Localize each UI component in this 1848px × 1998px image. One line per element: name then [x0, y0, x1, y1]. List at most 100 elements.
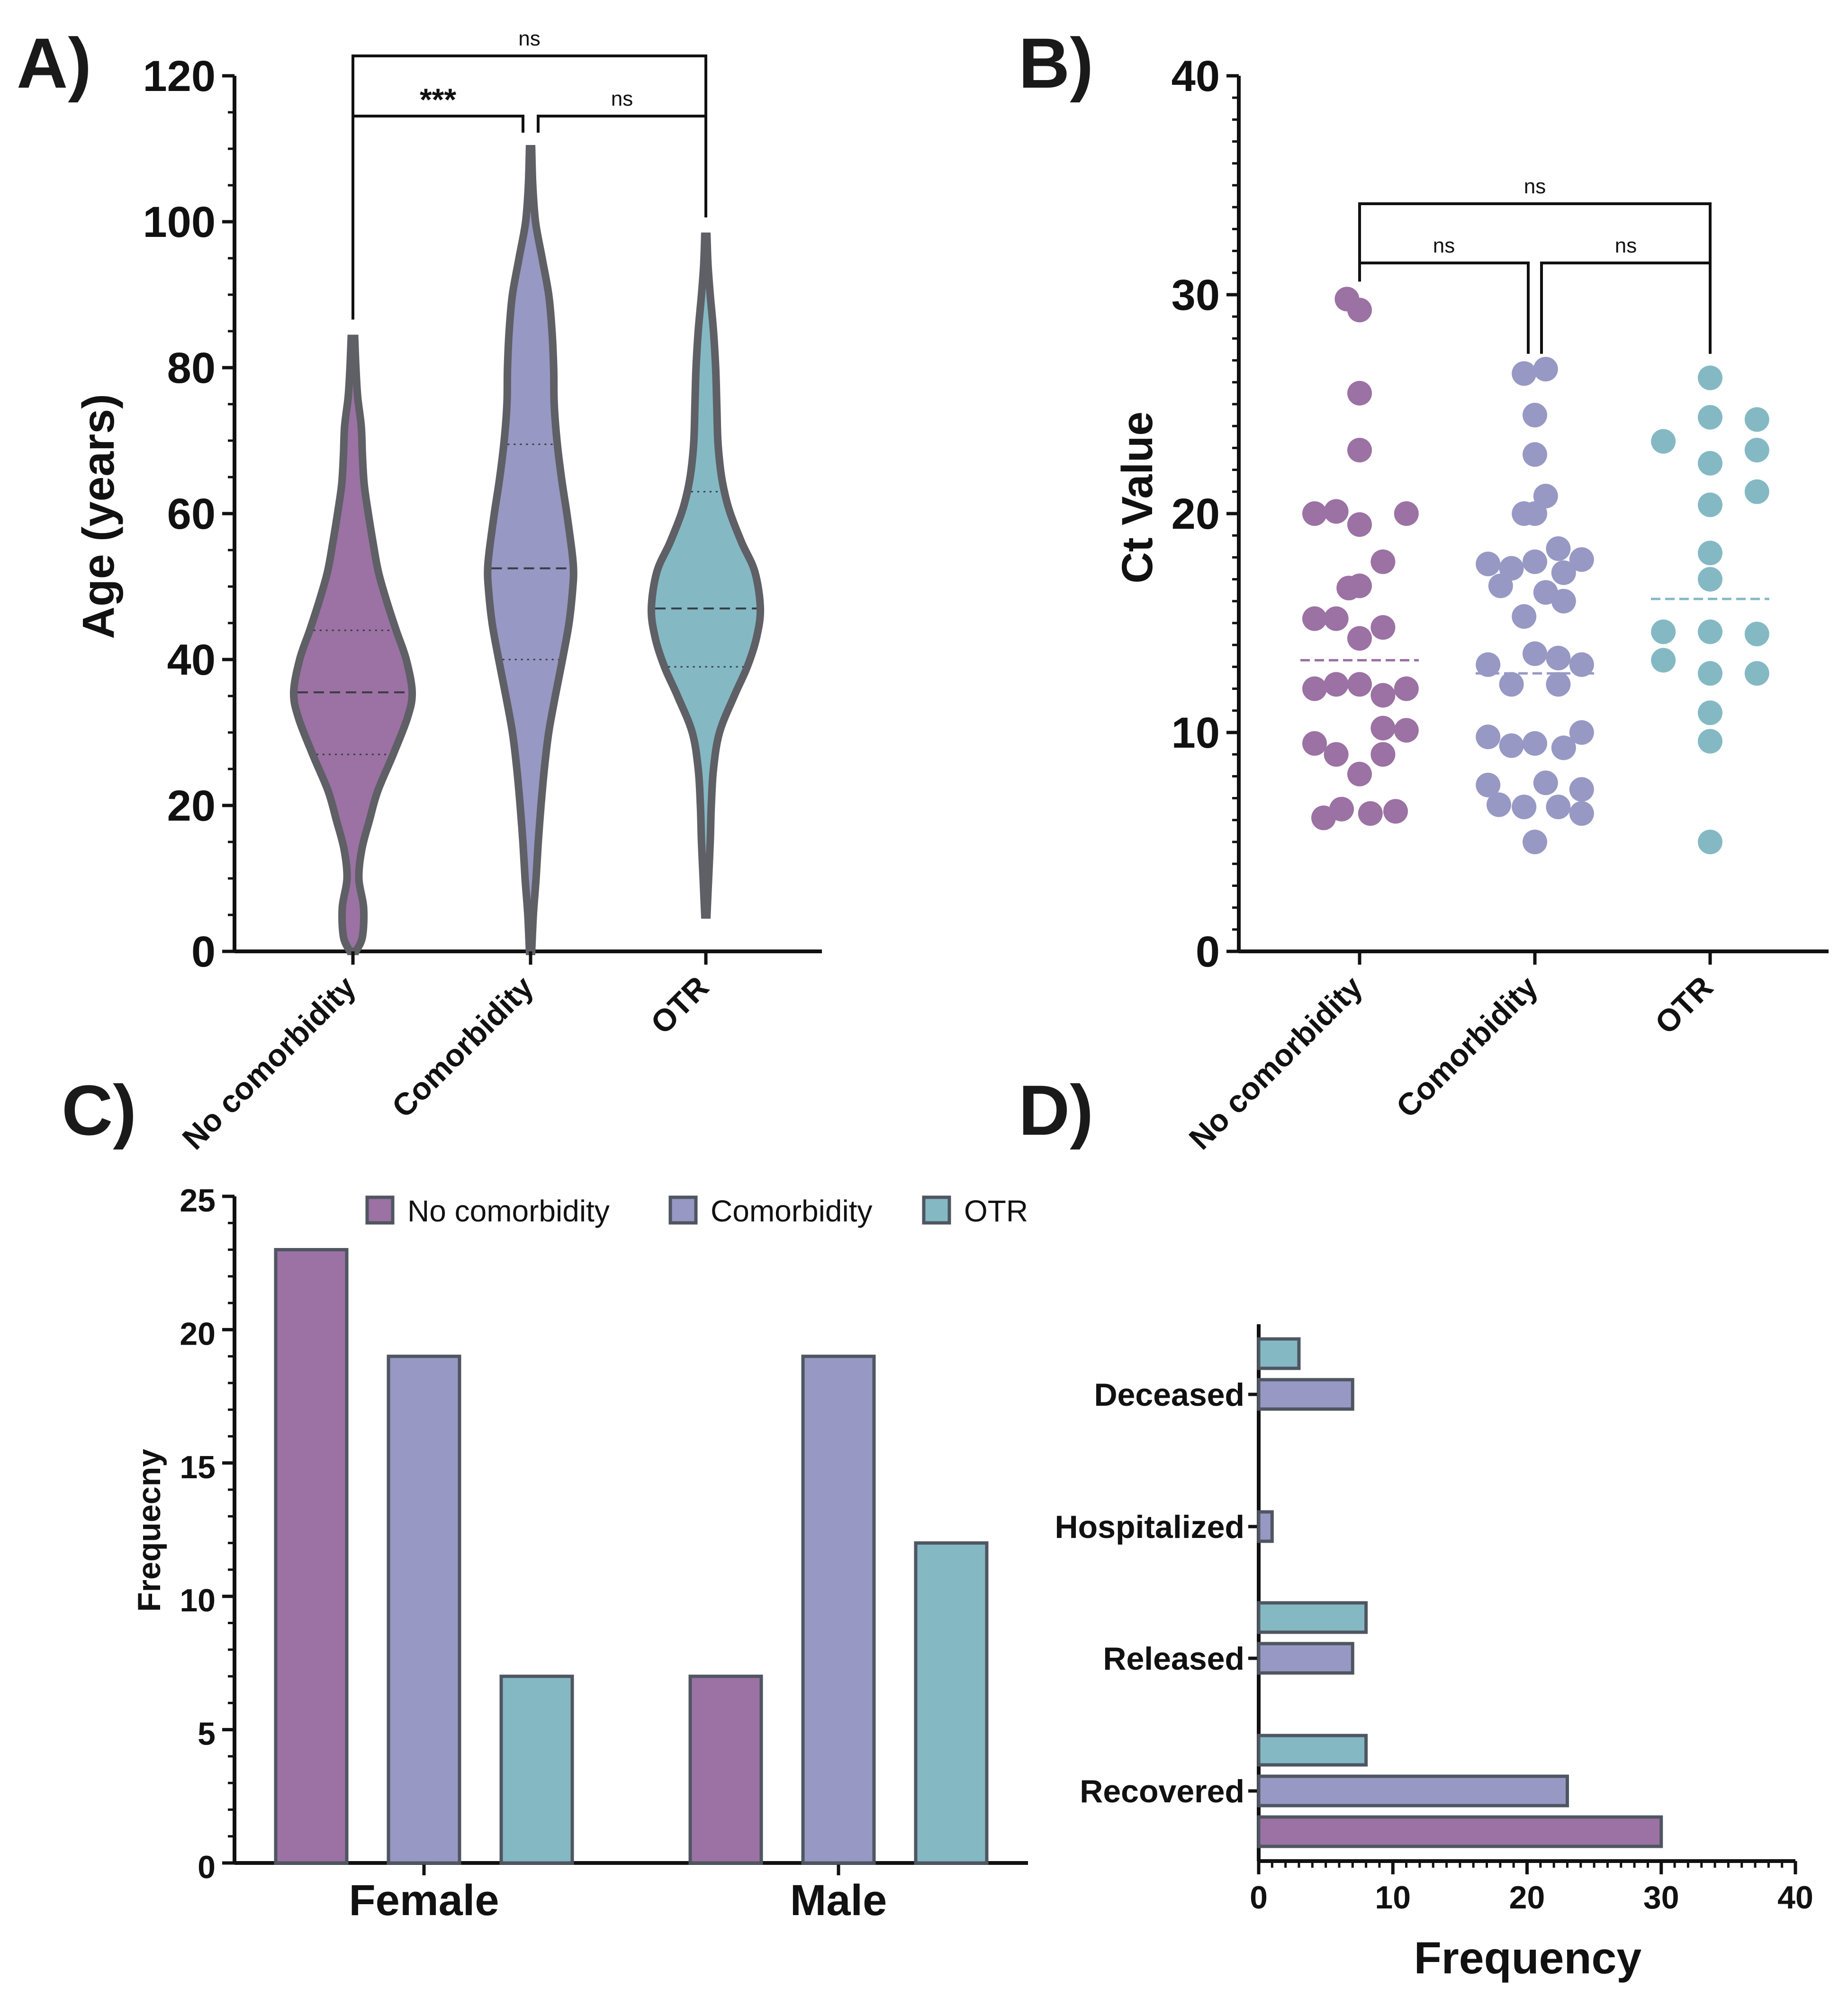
scatter-point-no-comorbidity: [1302, 501, 1327, 526]
bar-c-comorbidity-female: [387, 1355, 461, 1865]
scatter-point-otr: [1698, 365, 1722, 390]
scatter-point-comorbidity: [1476, 551, 1501, 577]
bar-c-y-tick-label: 0: [198, 1849, 216, 1885]
scatter-x-tick-label: OTR: [1648, 969, 1720, 1041]
scatter-point-no-comorbidity: [1347, 761, 1372, 787]
scatter-sig-ns-outer-label: ns: [1524, 175, 1546, 198]
scatter-point-comorbidity: [1551, 560, 1576, 585]
legend-label-no-comorbidity: No comorbidity: [407, 1194, 610, 1228]
scatter-y-tick-label: 40: [1172, 52, 1220, 100]
bar-c-otr-female: [499, 1674, 574, 1865]
scatter-point-otr: [1651, 648, 1676, 673]
violin-sig-star-label: ***: [420, 82, 456, 117]
bar-d-x-tick-label: 30: [1643, 1880, 1679, 1916]
bar-d-comorbidity-hospitalized: [1257, 1510, 1274, 1543]
scatter-y-tick-label: 0: [1196, 928, 1220, 976]
panel-label-b: B): [1019, 23, 1093, 103]
scatter-point-comorbidity: [1523, 501, 1547, 526]
scatter-point-otr: [1698, 700, 1722, 725]
panel-label-c: C): [62, 1070, 136, 1150]
bar-d-otr-recovered: [1257, 1734, 1368, 1767]
bar-d-no-comorbidity-recovered: [1257, 1815, 1663, 1848]
violin-y-tick-label: 80: [167, 344, 216, 392]
scatter-point-comorbidity: [1551, 735, 1576, 760]
scatter-point-comorbidity: [1569, 801, 1594, 826]
scatter-point-comorbidity: [1476, 724, 1501, 750]
scatter-point-comorbidity: [1488, 573, 1513, 598]
bar-c-otr-male: [914, 1541, 989, 1865]
scatter-point-comorbidity: [1523, 641, 1547, 666]
scatter-point-no-comorbidity: [1302, 676, 1327, 701]
violin-x-tick-label: No comorbidity: [175, 969, 362, 1156]
scatter-point-otr: [1698, 729, 1722, 754]
panel-label-a: A): [17, 23, 91, 103]
scatter-point-comorbidity: [1533, 770, 1558, 796]
scatter-point-comorbidity: [1569, 652, 1594, 677]
scatter-point-otr: [1698, 619, 1722, 644]
scatter-point-comorbidity: [1476, 772, 1501, 797]
scatter-point-no-comorbidity: [1347, 380, 1372, 406]
bar-d-x-tick-label: 40: [1777, 1880, 1813, 1916]
scatter-point-otr: [1744, 661, 1769, 686]
panel-label-d: D): [1019, 1070, 1093, 1150]
scatter-point-comorbidity: [1499, 733, 1524, 758]
scatter-point-comorbidity: [1499, 672, 1524, 697]
scatter-point-otr: [1698, 492, 1722, 517]
bar-d-x-tick-label: 0: [1250, 1880, 1268, 1916]
scatter-x-tick-label: Comorbidity: [1389, 969, 1544, 1124]
scatter-y-axis-title: Ct Value: [1113, 411, 1162, 583]
bar-d-x-tick-label: 20: [1509, 1880, 1545, 1916]
scatter-x-tick-label: No comorbidity: [1182, 969, 1369, 1156]
scatter-point-comorbidity: [1569, 720, 1594, 745]
scatter-point-otr: [1744, 407, 1769, 432]
scatter-point-no-comorbidity: [1347, 512, 1372, 537]
bar-c-comorbidity-male: [801, 1355, 876, 1865]
bar-d-otr-released: [1257, 1601, 1368, 1634]
legend-swatch-comorbidity: [668, 1195, 698, 1225]
scatter-point-comorbidity: [1569, 547, 1594, 572]
bar-c-no-comorbidity-female: [274, 1248, 349, 1865]
scatter-point-comorbidity: [1546, 672, 1571, 697]
bar-c-y-tick-label: 10: [180, 1582, 216, 1618]
violin-sig-ns-inner-label: ns: [611, 87, 633, 110]
legend-swatch-otr: [922, 1195, 951, 1225]
scatter-point-comorbidity: [1569, 777, 1594, 802]
scatter-point-comorbidity: [1546, 795, 1571, 820]
bar-c-y-tick-label: 5: [198, 1716, 216, 1752]
scatter-sig-ns-left-line: [1358, 262, 1530, 354]
bar-d-otr-deceased: [1257, 1337, 1301, 1370]
scatter-point-no-comorbidity: [1324, 606, 1349, 631]
scatter-point-comorbidity: [1512, 361, 1537, 386]
bar-d-comorbidity-deceased: [1257, 1378, 1354, 1411]
scatter-point-no-comorbidity: [1302, 731, 1327, 756]
scatter-point-no-comorbidity: [1347, 626, 1372, 651]
violin-x-tick-label: Comorbidity: [385, 969, 540, 1124]
scatter-point-no-comorbidity: [1370, 549, 1396, 574]
bar-c-y-axis-title: Frequecny: [131, 1449, 167, 1612]
bar-d-comorbidity-released: [1257, 1642, 1354, 1675]
scatter-point-comorbidity: [1512, 795, 1537, 820]
panel-b-scatter-chart: 0 10 20 30 40 Ct Value No comorbidity Comorbidi…: [1113, 52, 1829, 1156]
scatter-point-comorbidity: [1487, 792, 1511, 817]
scatter-point-comorbidity: [1523, 731, 1547, 756]
scatter-sig-ns-outer-line: [1358, 202, 1712, 354]
scatter-point-otr: [1698, 405, 1722, 430]
violin-comorbidity: [484, 145, 577, 955]
scatter-point-no-comorbidity: [1358, 801, 1383, 826]
legend-label-comorbidity: Comorbidity: [711, 1194, 872, 1228]
scatter-sig-ns-right-label: ns: [1615, 234, 1637, 257]
scatter-point-no-comorbidity: [1370, 742, 1396, 767]
scatter-point-comorbidity: [1546, 645, 1571, 670]
bar-d-y-tick-label: Recovered: [1080, 1773, 1244, 1809]
scatter-point-no-comorbidity: [1394, 501, 1419, 526]
scatter-point-comorbidity: [1551, 588, 1576, 614]
scatter-point-no-comorbidity: [1347, 672, 1372, 697]
scatter-point-comorbidity: [1546, 536, 1571, 561]
scatter-point-comorbidity: [1533, 357, 1558, 382]
violin-otr: [647, 232, 765, 919]
bar-c-no-comorbidity-male: [688, 1674, 763, 1865]
violin-y-tick-label: 0: [191, 928, 216, 976]
scatter-point-comorbidity: [1523, 403, 1547, 428]
scatter-y-tick-label: 20: [1172, 490, 1220, 538]
bar-d-x-axis-title: Frequency: [1414, 1933, 1642, 1983]
